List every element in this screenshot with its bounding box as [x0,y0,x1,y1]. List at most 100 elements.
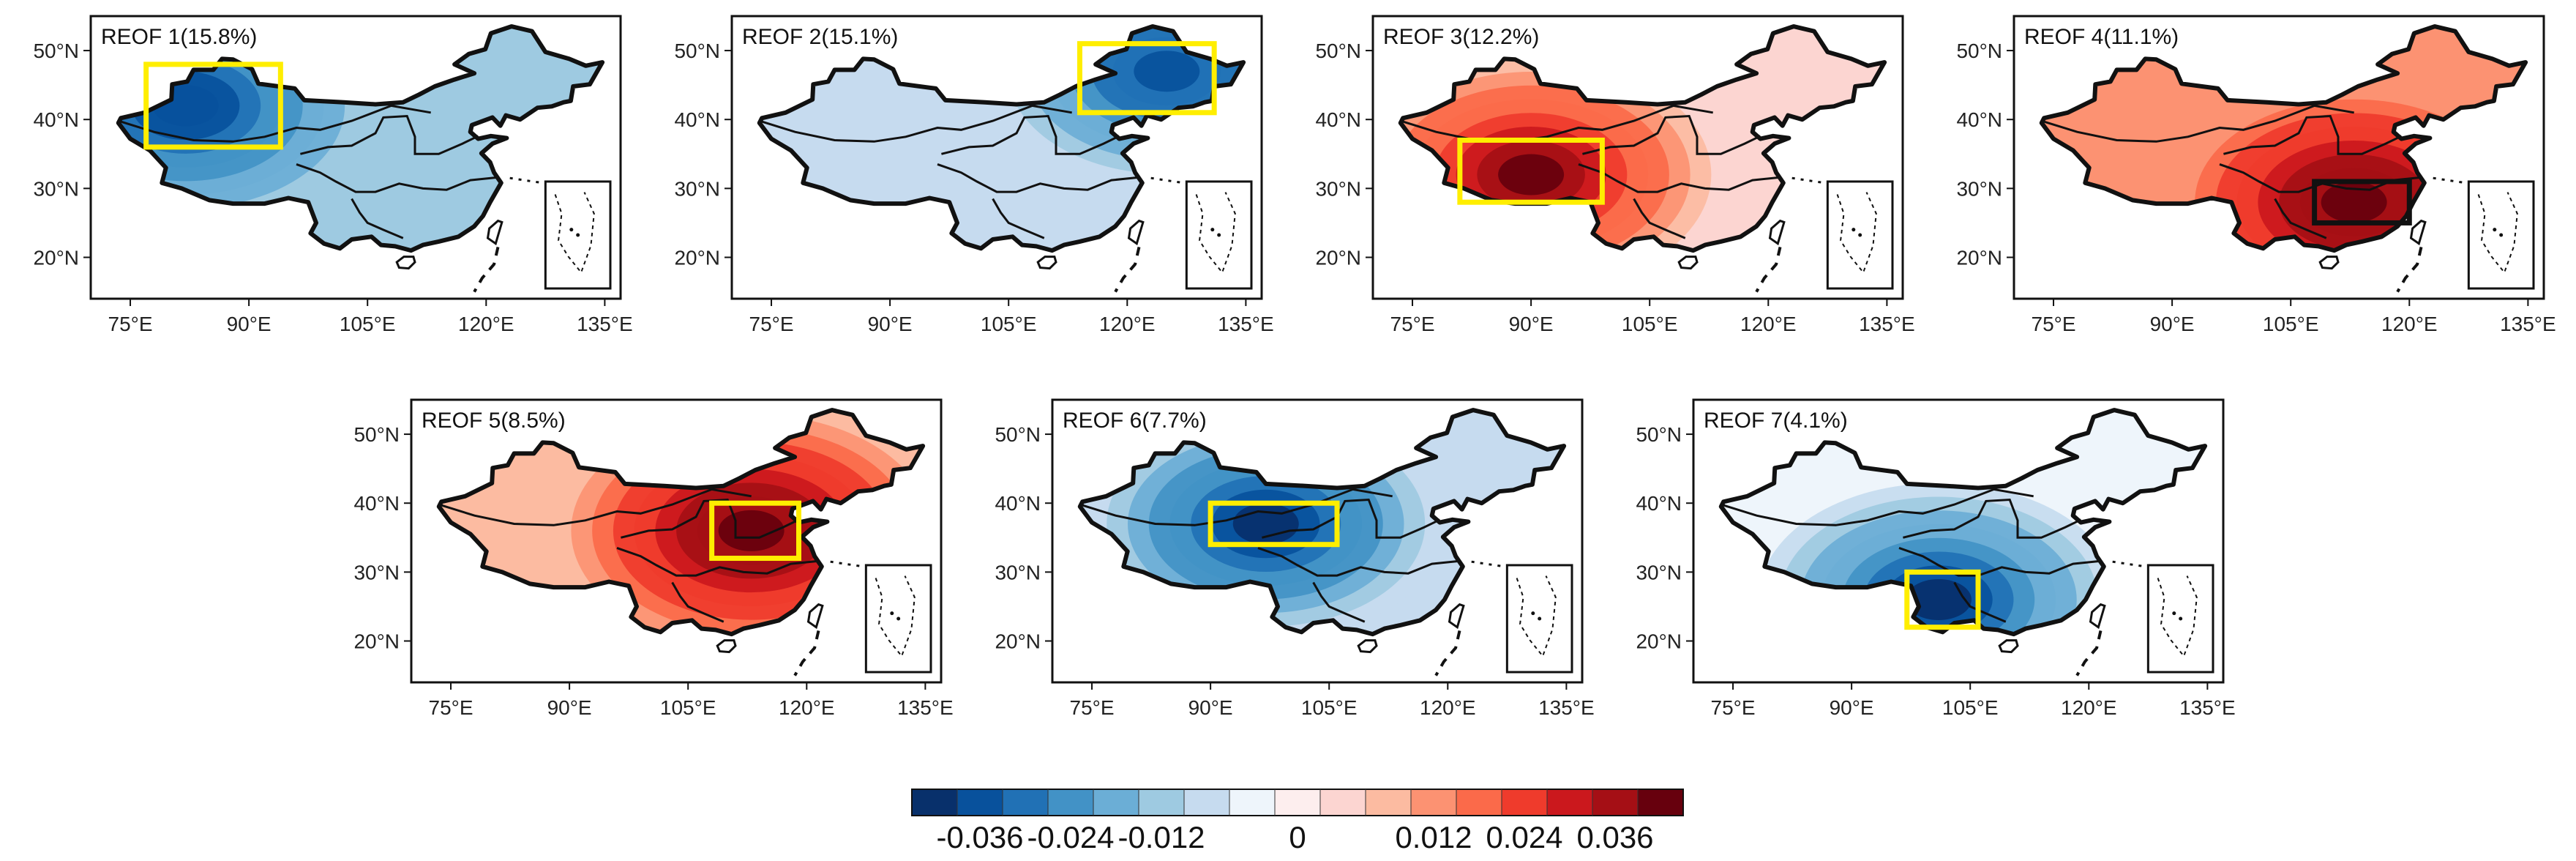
y-tick-label: 30°N [1956,177,2002,200]
river-line [1578,163,1781,193]
x-tick-label: 135°E [1218,313,1274,335]
taiwan-island [1768,219,1786,246]
x-tick-label: 90°E [1188,696,1233,719]
colorbar-swatch [1139,789,1185,816]
hainan-island [395,256,416,270]
colorbar-swatch [957,789,1003,816]
river-line [1898,546,2101,577]
x-tick-label: 120°E [2061,696,2117,719]
x-tick-label: 135°E [897,696,954,719]
x-tick-label: 90°E [227,313,272,335]
y-tick-label: 30°N [1636,561,1682,584]
china-outline [2039,24,2528,253]
x-tick-label: 90°E [1509,313,1554,335]
river-line [1582,114,1761,155]
x-tick-label: 105°E [1942,696,1999,719]
y-tick-label: 50°N [353,423,400,446]
y-tick-label: 40°N [995,492,1041,515]
river-line [1953,581,2007,623]
taiwan-island [2089,603,2106,630]
x-tick-label: 120°E [779,696,835,719]
reof-panel-3: REOF 3(12.2%) 75°E 90°E 105°E 120°E 135°E 50°N… [1315,15,1915,335]
reof-panel-5: REOF 5(8.5%) 75°E 90°E 105°E 120°E 135°E 50°N 4… [353,398,954,719]
china-outline [436,408,926,637]
river-line [1903,498,2082,539]
river-line [1312,581,1366,623]
key-region-box [1904,569,1981,630]
south-china-sea-inset [864,564,932,674]
x-tick-label: 120°E [2381,313,2438,335]
x-tick-label: 105°E [1622,313,1678,335]
colorbar-swatch [1275,789,1321,816]
y-tick-label: 20°N [1315,247,1361,269]
river-line [300,114,479,155]
river-line [296,163,498,193]
river-line [671,581,724,623]
panel-title: REOF 5(8.5%) [422,409,566,433]
key-region-box [2312,179,2412,225]
china-outline [1718,408,2208,637]
key-region-box [1457,137,1605,205]
taiwan-island [1127,219,1145,246]
x-tick-label: 135°E [1859,313,1915,335]
x-tick-label: 105°E [981,313,1037,335]
x-tick-label: 105°E [1301,696,1358,719]
colorbar-swatch [1093,789,1139,816]
china-outline [116,24,605,253]
y-tick-label: 20°N [995,630,1041,653]
colorbar-swatch [1320,789,1366,816]
key-region-box [1208,500,1340,548]
panel-title: REOF 4(11.1%) [2024,25,2179,49]
river-line [941,114,1120,155]
panel-title: REOF 7(4.1%) [1704,409,1848,433]
x-tick-label: 75°E [108,313,153,335]
colorbar-tick-label: -0.024 [1027,820,1114,854]
colorbar-tick-label: -0.036 [936,820,1023,854]
y-tick-label: 30°N [674,177,720,200]
river-line [438,488,752,526]
y-tick-label: 40°N [33,108,79,131]
colorbar-tick-label: 0.036 [1576,820,1653,854]
y-tick-label: 40°N [1315,108,1361,131]
y-tick-label: 20°N [1636,630,1682,653]
x-tick-label: 120°E [1099,313,1156,335]
south-china-sea-inset [544,180,612,290]
colorbar-swatch [1547,789,1593,816]
x-tick-label: 75°E [1070,696,1115,719]
south-china-sea-inset [2467,180,2535,290]
panel-title: REOF 3(12.2%) [1383,25,1539,49]
colorbar-tick-label: 0.024 [1486,820,1562,854]
river-line [992,198,1045,239]
panel-title: REOF 1(15.8%) [101,25,257,49]
x-tick-label: 105°E [340,313,396,335]
china-outline [1077,408,1567,637]
y-tick-label: 50°N [33,40,79,62]
reof-panel-7: REOF 7(4.1%) 75°E 90°E 105°E 120°E 135°E 50°N 4… [1636,398,2236,719]
reof-panel-2: REOF 2(15.1%) 75°E 90°E 105°E 120°E 135°E 50°N… [674,15,1274,335]
hainan-island [2318,256,2340,270]
river-line [1079,488,1393,526]
colorbar-swatch [1411,789,1457,816]
south-china-sea-inset [1185,180,1253,290]
china-outline [1398,24,1887,253]
river-line [2041,104,2354,143]
hainan-island [1998,639,2019,654]
x-tick-label: 75°E [1390,313,1435,335]
x-tick-label: 135°E [2500,313,2556,335]
x-tick-label: 90°E [547,696,592,719]
y-tick-label: 40°N [1956,108,2002,131]
x-tick-label: 90°E [2150,313,2195,335]
hainan-island [1036,256,1057,270]
colorbar-swatch [1638,789,1684,816]
x-tick-label: 120°E [1740,313,1797,335]
colorbar-swatch [1003,789,1049,816]
colorbar-swatch [1592,789,1639,816]
taiwan-island [2409,219,2427,246]
river-line [351,198,404,239]
river-line [2274,198,2327,239]
y-tick-label: 40°N [674,108,720,131]
south-china-sea-inset [1826,180,1894,290]
river-line [616,546,819,577]
y-tick-label: 20°N [674,247,720,269]
x-tick-label: 135°E [577,313,633,335]
